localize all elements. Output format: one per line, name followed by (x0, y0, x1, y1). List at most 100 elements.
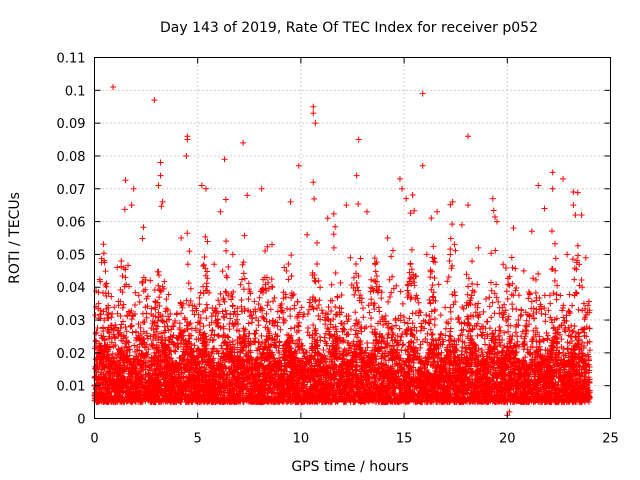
data-point (217, 208, 224, 215)
x-tick-label: 0 (90, 432, 98, 447)
data-point (310, 103, 317, 110)
data-point (493, 218, 500, 225)
data-point (240, 139, 247, 146)
data-point (114, 264, 121, 271)
data-point (312, 120, 319, 127)
data-point (510, 225, 517, 232)
data-point (118, 257, 125, 264)
data-point (434, 208, 441, 215)
y-tick-label: 0.1 (65, 84, 86, 99)
y-tick-label: 0.01 (57, 380, 86, 395)
y-tick-label: 0.04 (57, 281, 86, 296)
data-points (91, 84, 593, 419)
data-point (184, 136, 191, 143)
data-point (423, 251, 430, 258)
data-point (475, 244, 482, 251)
data-point (399, 185, 406, 192)
data-point (570, 189, 577, 196)
data-point (372, 261, 379, 268)
data-point (446, 257, 453, 264)
y-tick-label: 0.02 (57, 347, 86, 362)
data-point (396, 175, 403, 182)
data-point (157, 159, 164, 166)
plot-frame (94, 57, 611, 419)
data-point (295, 162, 302, 169)
data-point (419, 90, 426, 97)
data-point (564, 251, 571, 258)
data-point (465, 133, 472, 140)
x-tick-label: 10 (293, 432, 310, 447)
data-point (586, 389, 593, 396)
data-point (95, 300, 102, 307)
data-point (489, 195, 496, 202)
y-tick-label: 0.09 (57, 117, 86, 132)
data-point (122, 274, 129, 281)
data-point (178, 235, 185, 241)
data-point (183, 152, 190, 159)
data-point (570, 202, 577, 209)
data-point (155, 182, 162, 189)
data-point (244, 192, 251, 199)
chart-title: Day 143 of 2019, Rate Of TEC Index for r… (160, 20, 538, 36)
x-tick-labels: 0 5 10 15 20 25 (90, 432, 618, 447)
y-tick-label: 0.06 (57, 216, 86, 231)
data-point (343, 202, 350, 209)
data-point (347, 254, 354, 261)
x-axis-label: GPS time / hours (291, 459, 408, 475)
data-point (549, 185, 556, 192)
data-point (283, 267, 290, 274)
data-point (560, 175, 567, 182)
data-point (151, 97, 158, 104)
data-point (101, 336, 108, 343)
y-tick-label: 0.03 (57, 314, 86, 329)
data-point-cloud (91, 177, 593, 406)
data-point (324, 215, 331, 222)
y-tick-label: 0.08 (57, 150, 86, 165)
data-point (310, 110, 317, 117)
data-point (229, 251, 236, 258)
data-point (258, 185, 265, 192)
y-tick-label: 0.11 (57, 52, 86, 67)
data-point (465, 202, 472, 209)
y-axis-label: ROTI / TECUs (7, 192, 23, 284)
data-point (110, 84, 117, 91)
data-point (520, 267, 527, 274)
data-point (211, 261, 218, 268)
data-point (186, 248, 193, 255)
data-point (578, 212, 585, 219)
data-point (549, 169, 556, 176)
data-point (157, 172, 164, 179)
y-tick-label: 0 (77, 413, 85, 428)
data-point (506, 408, 513, 415)
data-point (500, 261, 507, 268)
x-tick-label: 20 (499, 432, 516, 447)
data-point (287, 198, 294, 205)
data-point (198, 182, 205, 189)
data-point (572, 212, 579, 219)
data-point (147, 277, 154, 284)
data-point (541, 205, 548, 212)
data-point (535, 182, 542, 189)
data-point (269, 241, 276, 248)
data-point (130, 185, 137, 192)
data-point (330, 244, 337, 251)
data-point (304, 231, 311, 238)
data-point (355, 136, 362, 143)
data-point (353, 172, 360, 179)
data-point (128, 202, 135, 209)
x-tick-label: 25 (602, 432, 619, 447)
data-point (159, 198, 166, 205)
x-tick-label: 5 (194, 432, 202, 447)
y-tick-labels: 0 0.01 0.02 0.03 0.04 0.05 0.06 0.07 0.08 0.09 0.1… (57, 52, 86, 428)
data-point (582, 254, 589, 261)
data-point (458, 221, 465, 228)
y-tick-label: 0.05 (57, 248, 86, 263)
y-tick-label: 0.07 (57, 183, 86, 198)
data-point (384, 235, 391, 241)
data-point (363, 208, 370, 215)
data-point (310, 179, 317, 186)
data-point (221, 156, 228, 163)
data-point (419, 162, 426, 169)
axis-ticks (94, 57, 611, 419)
